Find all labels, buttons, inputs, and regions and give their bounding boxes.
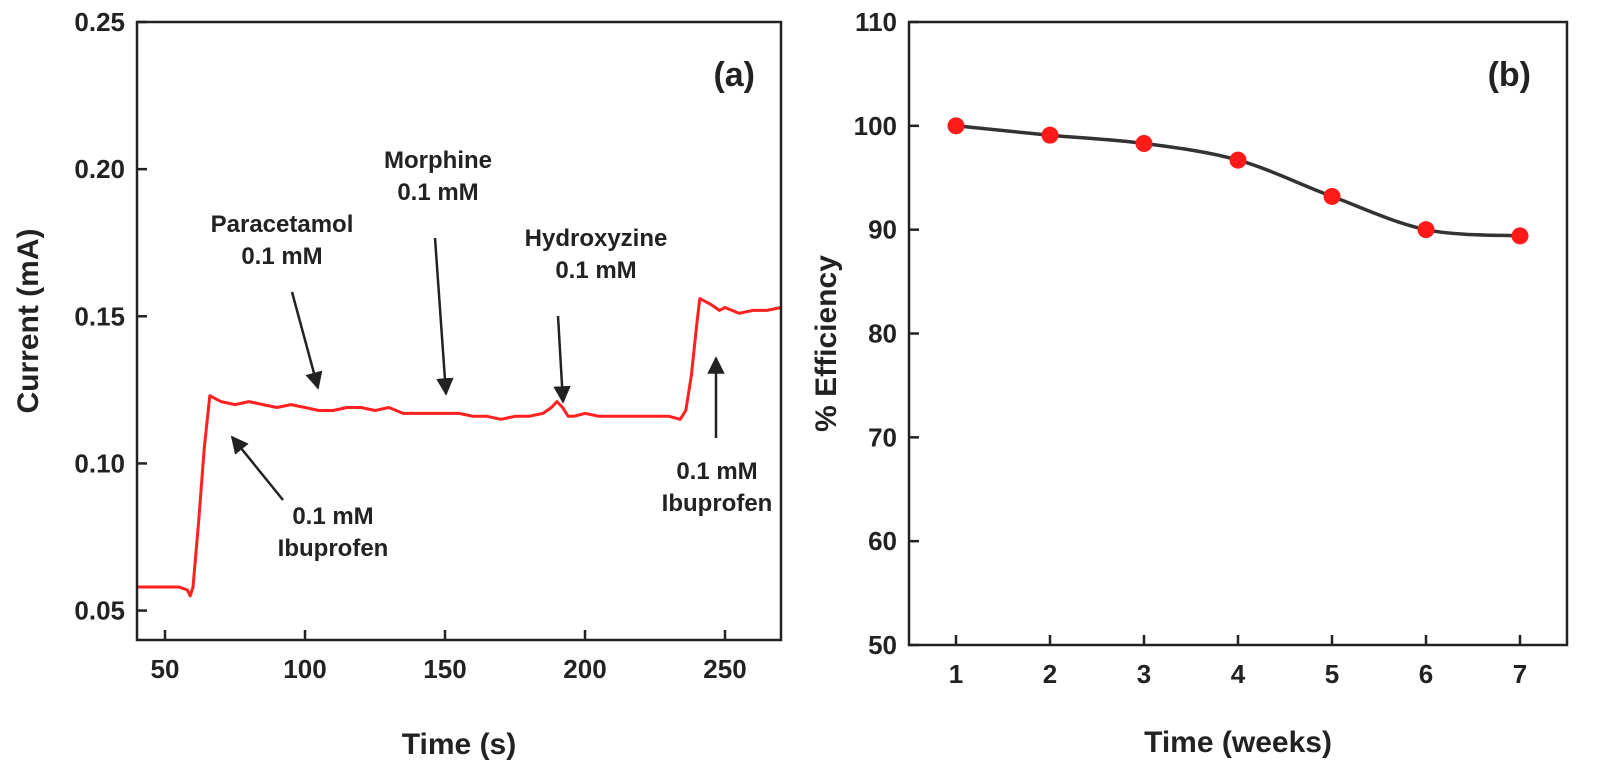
annotation-text: Hydroxyzine (525, 225, 668, 252)
y-tick-label: 100 (854, 111, 897, 141)
x-tick-label: 100 (283, 654, 326, 684)
annotation-arrow (290, 291, 323, 390)
efficiency-point (1511, 227, 1529, 245)
annotation-text: Paracetamol (211, 211, 354, 238)
panel-b-efficiency-vs-weeks: 1 2 3 4 5 6 7 50 60 70 80 90 100 110 (b) Time (weeks… (810, 7, 1569, 759)
panel-a-y-axis-title: Current (mA) (12, 229, 45, 414)
y-tick-label: 110 (855, 7, 897, 37)
panel-b-series-layer (947, 117, 1529, 245)
annotation-text: 0.1 mM (241, 243, 322, 270)
efficiency-point (1135, 134, 1153, 152)
x-tick-label: 4 (1231, 659, 1246, 689)
panel-a-plot-frame (135, 20, 783, 642)
x-tick-label: 1 (949, 659, 963, 689)
y-tick-label: 80 (868, 319, 897, 349)
annotation-text: 0.1 mM (676, 458, 757, 485)
annotation-arrow (553, 315, 571, 404)
annotation-1: Paracetamol 0.1 mM (211, 211, 354, 390)
annotation-arrow (433, 237, 454, 396)
panel-b-plot-frame (907, 20, 1569, 647)
panel-b-label: (b) (1488, 56, 1531, 94)
x-tick-label: 7 (1513, 659, 1527, 689)
y-tick-label: 0.15 (74, 301, 125, 331)
x-tick-label: 250 (703, 654, 746, 684)
panel-b-y-axis-ticks: 50 60 70 80 90 100 110 (854, 7, 919, 660)
panel-a-x-axis-title: Time (s) (402, 728, 516, 761)
annotation-text: Ibuprofen (278, 535, 389, 562)
x-tick-label: 3 (1137, 659, 1151, 689)
y-tick-label: 0.05 (74, 596, 125, 626)
annotation-text: Ibuprofen (662, 490, 773, 517)
y-tick-label: 60 (868, 526, 897, 556)
panel-b-y-axis-title: % Efficiency (810, 255, 843, 432)
efficiency-point (1041, 126, 1059, 144)
x-tick-label: 2 (1043, 659, 1057, 689)
efficiency-point (1229, 151, 1247, 169)
annotation-text: 0.1 mM (555, 257, 636, 284)
x-tick-label: 200 (563, 654, 606, 684)
efficiency-line (955, 124, 1521, 238)
current-trace-line (137, 297, 782, 598)
y-tick-label: 90 (868, 215, 897, 245)
annotation-text: 0.1 mM (397, 179, 478, 206)
y-tick-label: 0.20 (74, 154, 125, 184)
panel-a-label: (a) (713, 56, 755, 94)
efficiency-point (1417, 221, 1435, 239)
panel-a-series-layer (137, 297, 782, 598)
panel-b-x-axis-ticks: 1 2 3 4 5 6 7 (949, 635, 1527, 689)
annotation-text: 0.1 mM (292, 503, 373, 530)
efficiency-point (947, 117, 965, 135)
x-tick-label: 5 (1325, 659, 1339, 689)
x-tick-label: 150 (423, 654, 466, 684)
panel-b-x-axis-title: Time (weeks) (1144, 726, 1332, 759)
y-tick-label: 0.10 (74, 448, 125, 478)
x-tick-label: 50 (151, 654, 180, 684)
x-tick-label: 6 (1419, 659, 1433, 689)
y-tick-label: 50 (868, 630, 897, 660)
y-tick-label: 0.25 (74, 7, 125, 37)
panel-a-y-axis-ticks: 0.05 0.10 0.15 0.20 0.25 (74, 7, 147, 626)
annotation-text: Morphine (384, 147, 492, 174)
annotation-3: Hydroxyzine 0.1 mM (525, 225, 668, 404)
efficiency-point (1323, 187, 1341, 205)
annotation-arrow (230, 435, 284, 501)
y-tick-label: 70 (868, 422, 897, 452)
annotation-2: Morphine 0.1 mM (384, 147, 492, 396)
annotation-5: 0.1 mM Ibuprofen (662, 356, 773, 517)
panel-a-x-axis-ticks: 50 100 150 200 250 (151, 630, 747, 684)
annotation-4: 0.1 mM Ibuprofen (230, 435, 389, 562)
